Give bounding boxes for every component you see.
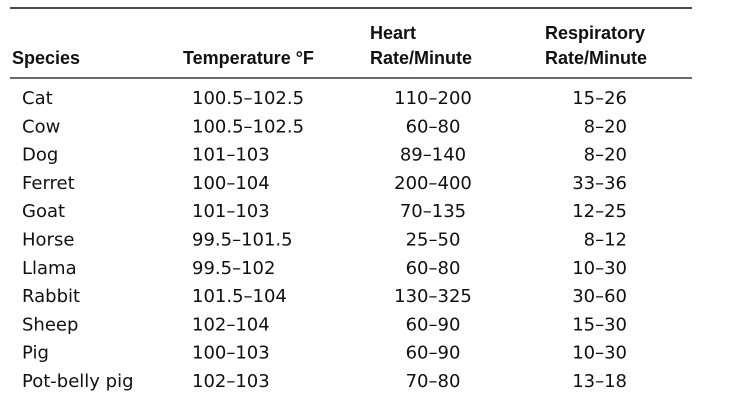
header-cell: Temperature °F bbox=[183, 48, 314, 68]
table-cell: 60–80 bbox=[406, 116, 461, 137]
table-cell: Pig bbox=[22, 343, 49, 364]
table-cell: 101–103 bbox=[192, 201, 270, 222]
table-cell: Cow bbox=[22, 116, 60, 137]
header-cell: Respiratory bbox=[545, 23, 645, 43]
table-cell: 101.5–104 bbox=[192, 286, 287, 307]
table-cell: 100–103 bbox=[192, 343, 270, 364]
header-cell: Species bbox=[12, 48, 80, 68]
table-cell: Rabbit bbox=[22, 286, 80, 307]
table-cell: 15–30 bbox=[572, 314, 627, 335]
table-cell: 12–25 bbox=[572, 201, 627, 222]
header-cell: Heart bbox=[370, 23, 416, 43]
table-cell: 99.5–101.5 bbox=[192, 230, 293, 251]
table-cell: Sheep bbox=[22, 314, 78, 335]
table-cell: 70–80 bbox=[406, 371, 461, 392]
table-cell: Pot-belly pig bbox=[22, 371, 134, 392]
header-cell: Rate/Minute bbox=[370, 48, 472, 68]
table-cell: 60–80 bbox=[406, 258, 461, 279]
table-cell: 30–60 bbox=[572, 286, 627, 307]
table-cell: 60–90 bbox=[406, 314, 461, 335]
table-cell: Goat bbox=[22, 201, 65, 222]
table-cell: 102–103 bbox=[192, 371, 270, 392]
table-cell: 100.5–102.5 bbox=[192, 116, 304, 137]
table-cell: 100–104 bbox=[192, 173, 270, 194]
table-cell: 13–18 bbox=[572, 371, 627, 392]
table-cell: 102–104 bbox=[192, 314, 270, 335]
table-cell: Cat bbox=[22, 88, 53, 109]
table-cell: Horse bbox=[22, 230, 74, 251]
table-cell: 10–30 bbox=[572, 343, 627, 364]
table-cell: 8–20 bbox=[584, 116, 627, 137]
table-cell: 70–135 bbox=[400, 201, 466, 222]
table-cell: 8–12 bbox=[584, 230, 627, 251]
table-cell: 60–90 bbox=[406, 343, 461, 364]
table-cell: Ferret bbox=[22, 173, 75, 194]
table-cell: 100.5–102.5 bbox=[192, 88, 304, 109]
table-cell: 110–200 bbox=[394, 88, 472, 109]
table-cell: 200–400 bbox=[394, 173, 472, 194]
table-cell: Dog bbox=[22, 145, 58, 166]
table-cell: Llama bbox=[22, 258, 77, 279]
table-cell: 33–36 bbox=[572, 173, 627, 194]
table-cell: 8–20 bbox=[584, 145, 627, 166]
table-cell: 10–30 bbox=[572, 258, 627, 279]
table-cell: 89–140 bbox=[400, 145, 466, 166]
table-cell: 25–50 bbox=[406, 230, 461, 251]
table-cell: 130–325 bbox=[394, 286, 472, 307]
table-cell: 15–26 bbox=[572, 88, 627, 109]
header-cell: Rate/Minute bbox=[545, 48, 647, 68]
table-cell: 101–103 bbox=[192, 145, 270, 166]
table-cell: 99.5–102 bbox=[192, 258, 275, 279]
